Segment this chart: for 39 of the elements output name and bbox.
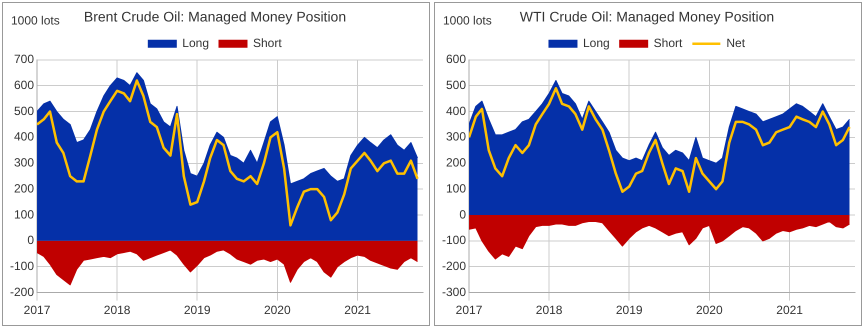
x-tick-label: 2017 (456, 303, 483, 318)
legend-label: Long (182, 36, 210, 50)
y-tick-label: 200 (14, 181, 34, 196)
y-tick-label: 300 (14, 156, 34, 170)
y-tick-label: 0 (459, 207, 466, 222)
y-axis-title: 1000 lots (11, 13, 60, 28)
y-tick-label: -300 (442, 284, 466, 299)
chart-title: WTI Crude Oil: Managed Money Position (520, 8, 774, 24)
x-tick-label: 2019 (616, 303, 643, 318)
y-tick-label: 500 (446, 78, 466, 92)
x-tick-label: 2019 (184, 303, 211, 318)
y-tick-label: 0 (27, 233, 34, 248)
y-tick-label: 400 (14, 130, 34, 144)
x-tick-label: 2017 (24, 303, 51, 318)
x-tick-label: 2020 (264, 303, 291, 318)
legend-label: Short (253, 36, 282, 50)
legend-label: Short (654, 36, 684, 50)
legend-label: Net (726, 36, 746, 50)
y-tick-label: 700 (14, 52, 34, 66)
y-tick-label: 400 (446, 104, 466, 118)
x-tick-label: 2021 (776, 303, 804, 318)
y-tick-label: 300 (446, 130, 466, 144)
y-tick-label: 200 (446, 156, 466, 170)
y-tick-label: -100 (442, 233, 466, 248)
y-tick-label: 100 (446, 181, 466, 196)
y-tick-label: -100 (10, 259, 34, 274)
legend-label: Long (582, 36, 610, 50)
x-tick-label: 2021 (344, 303, 372, 318)
y-axis-title: 1000 lots (443, 13, 492, 28)
y-tick-label: 600 (14, 78, 34, 92)
y-tick-label: -200 (10, 284, 34, 299)
y-tick-label: -200 (442, 259, 466, 274)
y-tick-label: 100 (14, 207, 34, 222)
chart-title: Brent Crude Oil: Managed Money Position (84, 8, 346, 24)
x-tick-label: 2020 (696, 303, 723, 318)
x-tick-label: 2018 (104, 303, 131, 318)
y-tick-label: 600 (446, 52, 466, 66)
y-tick-label: 500 (14, 104, 34, 118)
x-tick-label: 2018 (536, 303, 563, 318)
